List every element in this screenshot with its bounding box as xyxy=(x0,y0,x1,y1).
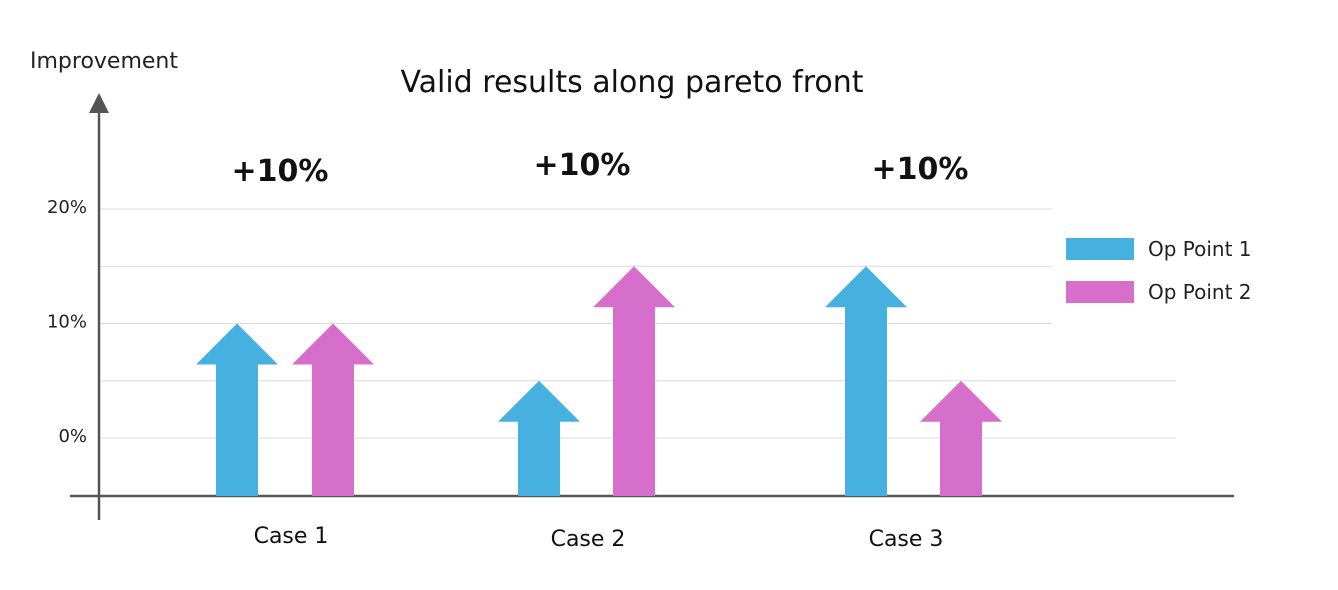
gridlines xyxy=(100,208,1176,439)
arrow-2-1 xyxy=(292,323,374,496)
y-axis-label: Improvement xyxy=(30,49,178,74)
legend: Op Point 1 Op Point 2 xyxy=(1066,237,1252,304)
chart-title: Valid results along pareto front xyxy=(400,65,863,100)
legend-label: Op Point 1 xyxy=(1148,237,1252,261)
arrow-marks xyxy=(196,266,1002,496)
improvement-annotation: +10% xyxy=(872,152,969,187)
improvement-annotation: +10% xyxy=(232,154,329,189)
legend-swatch xyxy=(1066,281,1134,303)
improvement-annotation: +10% xyxy=(534,148,631,183)
category-label: Case 2 xyxy=(551,527,626,552)
y-axis-arrowhead xyxy=(89,93,109,113)
arrow-1-2 xyxy=(498,380,580,496)
legend-label: Op Point 2 xyxy=(1148,280,1252,304)
arrow-2-3 xyxy=(920,380,1002,496)
arrow-1-3 xyxy=(825,266,907,496)
category-label: Case 1 xyxy=(254,524,329,549)
legend-swatch xyxy=(1066,238,1134,260)
category-labels: Case 1 Case 2 Case 3 xyxy=(254,524,944,552)
y-tick-label: 20% xyxy=(47,197,87,218)
category-label: Case 3 xyxy=(869,527,944,552)
arrow-1-1 xyxy=(196,323,278,496)
y-tick-label: 0% xyxy=(58,426,87,447)
annotations: +10% +10% +10% xyxy=(232,148,969,189)
y-tick-label: 10% xyxy=(47,312,87,333)
y-tick-labels: 0% 10% 20% xyxy=(47,197,87,447)
arrow-2-2 xyxy=(593,266,675,496)
